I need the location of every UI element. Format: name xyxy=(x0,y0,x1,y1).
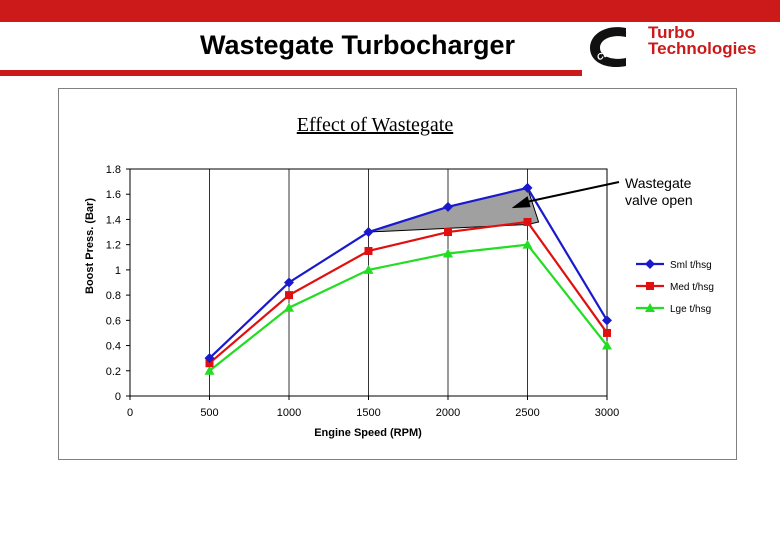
x-tick-label: 1000 xyxy=(277,407,301,419)
data-point-med-t-hsg xyxy=(603,328,611,337)
x-tick-label: 1500 xyxy=(356,407,380,419)
data-point-lge-t-hsg xyxy=(284,302,294,312)
legend-label-sml-t-hsg: Sml t/hsg xyxy=(670,260,712,271)
legend-marker-lge-t-hsg xyxy=(645,303,655,312)
series-line-sml-t-hsg xyxy=(208,186,608,359)
legend-marker-med-t-hsg xyxy=(646,282,654,290)
legend-label-lge-t-hsg: Lge t/hsg xyxy=(670,304,711,315)
data-point-lge-t-hsg xyxy=(204,365,215,375)
series-line-lge-t-hsg xyxy=(208,243,608,372)
data-point-med-t-hsg xyxy=(205,359,214,368)
brand-logo-text: Turbo Technologies xyxy=(648,23,778,58)
annotation-line-2: valve open xyxy=(625,192,693,208)
top-band xyxy=(0,0,780,22)
chart-series xyxy=(204,182,612,375)
data-point-sml-t-hsg xyxy=(443,201,453,212)
data-point-lge-t-hsg xyxy=(443,248,453,258)
y-tick-label: 1.8 xyxy=(106,164,121,176)
series-line-med-t-hsg xyxy=(208,220,608,365)
y-tick-label: 1.2 xyxy=(106,240,121,252)
wastegate-region xyxy=(368,187,540,233)
y-tick-label: 0.6 xyxy=(106,315,121,327)
header-divider xyxy=(0,70,582,76)
chart-title: Effect of Wastegate xyxy=(297,114,454,136)
x-tick-label: 0 xyxy=(127,407,133,419)
data-point-sml-t-hsg xyxy=(284,277,294,288)
y-tick-label: 0.4 xyxy=(106,341,121,353)
data-point-med-t-hsg xyxy=(285,291,293,300)
cummins-logo-icon: Cummins xyxy=(590,27,634,68)
y-tick-label: 1.4 xyxy=(106,214,121,226)
page-title: Wastegate Turbocharger xyxy=(200,30,516,60)
y-tick-label: 1 xyxy=(115,265,121,277)
legend-label-med-t-hsg: Med t/hsg xyxy=(670,282,714,293)
y-tick-label: 0.2 xyxy=(106,366,121,378)
data-point-sml-t-hsg xyxy=(204,353,215,364)
data-point-lge-t-hsg xyxy=(522,239,533,249)
y-tick-label: 0 xyxy=(115,391,121,403)
chart: Effect of Wastegate 0 0.2 0.4 0.6 0.8 1 1.2 1.4… xyxy=(84,114,714,439)
annotation: Wastegate valve open xyxy=(511,175,693,209)
data-point-sml-t-hsg xyxy=(602,315,612,326)
brand-line-2: Technologies xyxy=(648,39,757,58)
chart-axes: 0 0.2 0.4 0.6 0.8 1 1.2 1.4 1.6 1.8 0 500 1000 1500 20… xyxy=(106,164,620,419)
x-tick-label: 2000 xyxy=(436,407,460,419)
data-point-med-t-hsg xyxy=(364,246,373,255)
annotation-arrow-head xyxy=(511,196,531,209)
data-point-sml-t-hsg xyxy=(522,182,533,193)
wastegate-shaded-region xyxy=(368,187,540,233)
x-tick-label: 500 xyxy=(200,407,218,419)
chart-legend: Sml t/hsg Med t/hsg Lge t/hsg xyxy=(636,259,714,315)
y-axis-label: Boost Press. (Bar) xyxy=(84,198,96,294)
y-tick-label: 1.6 xyxy=(106,189,121,201)
brand-line-1: Turbo xyxy=(648,23,695,42)
annotation-arrow-line xyxy=(525,181,620,204)
legend-marker-sml-t-hsg xyxy=(645,259,655,269)
annotation-line-1: Wastegate xyxy=(625,175,692,191)
data-point-med-t-hsg xyxy=(444,228,452,237)
data-point-lge-t-hsg xyxy=(363,264,374,274)
x-tick-label: 3000 xyxy=(595,407,619,419)
x-axis-label: Engine Speed (RPM) xyxy=(314,427,422,439)
x-tick-label: 2500 xyxy=(515,407,539,419)
data-point-lge-t-hsg xyxy=(602,340,612,350)
chart-frame: Effect of Wastegate 0 0.2 0.4 0.6 0.8 1 1.2 1.4… xyxy=(58,88,737,460)
data-point-med-t-hsg xyxy=(523,217,532,226)
y-tick-label: 0.8 xyxy=(106,290,121,302)
data-point-sml-t-hsg xyxy=(363,227,374,238)
